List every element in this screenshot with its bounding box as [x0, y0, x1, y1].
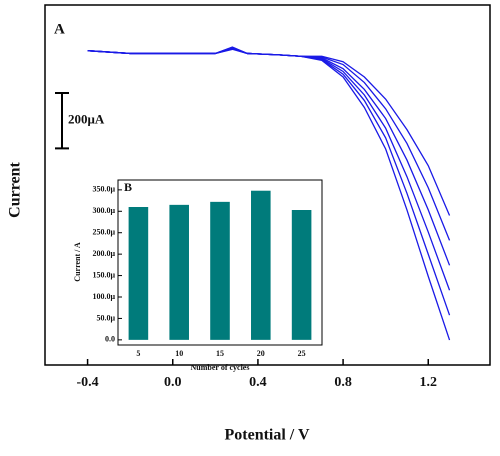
bar — [291, 210, 312, 340]
bar — [128, 207, 149, 340]
x-tick-label: 0.4 — [249, 375, 267, 390]
x-axis-label: Potential / V — [224, 427, 309, 444]
y-tick-label: 350.0μ — [92, 185, 115, 194]
x-tick-label: 5 — [136, 349, 140, 358]
panel-label: A — [54, 21, 65, 37]
y-tick-label: 0.0 — [105, 335, 115, 344]
x-tick-label: 15 — [216, 349, 224, 358]
x-tick-label: 1.2 — [420, 375, 438, 390]
x-tick-label: 0.8 — [334, 375, 352, 390]
plot-frame — [44, 4, 491, 366]
y-tick-label: 50.0μ — [96, 313, 115, 322]
x-axis-label: Number of cycles — [191, 363, 250, 372]
bar — [251, 190, 271, 340]
y-tick-label: 300.0μ — [92, 206, 115, 215]
y-tick-label: 100.0μ — [92, 292, 115, 301]
bar — [210, 201, 230, 340]
panel-label: B — [124, 180, 132, 194]
bar — [169, 204, 189, 340]
y-axis-label: Current / A — [73, 242, 82, 282]
y-axis-label: Current — [7, 161, 24, 217]
y-tick-label: 200.0μ — [92, 249, 115, 258]
x-tick-label: 0.0 — [164, 375, 182, 390]
x-tick-label: 20 — [257, 349, 265, 358]
x-tick-label: 25 — [298, 349, 306, 358]
y-tick-label: 250.0μ — [92, 228, 115, 237]
x-tick-label: -0.4 — [76, 375, 98, 390]
x-tick-label: 10 — [175, 349, 183, 358]
y-tick-label: 150.0μ — [92, 270, 115, 279]
scale-bar-label: 200μA — [68, 112, 105, 127]
cv-curve — [87, 46, 451, 216]
